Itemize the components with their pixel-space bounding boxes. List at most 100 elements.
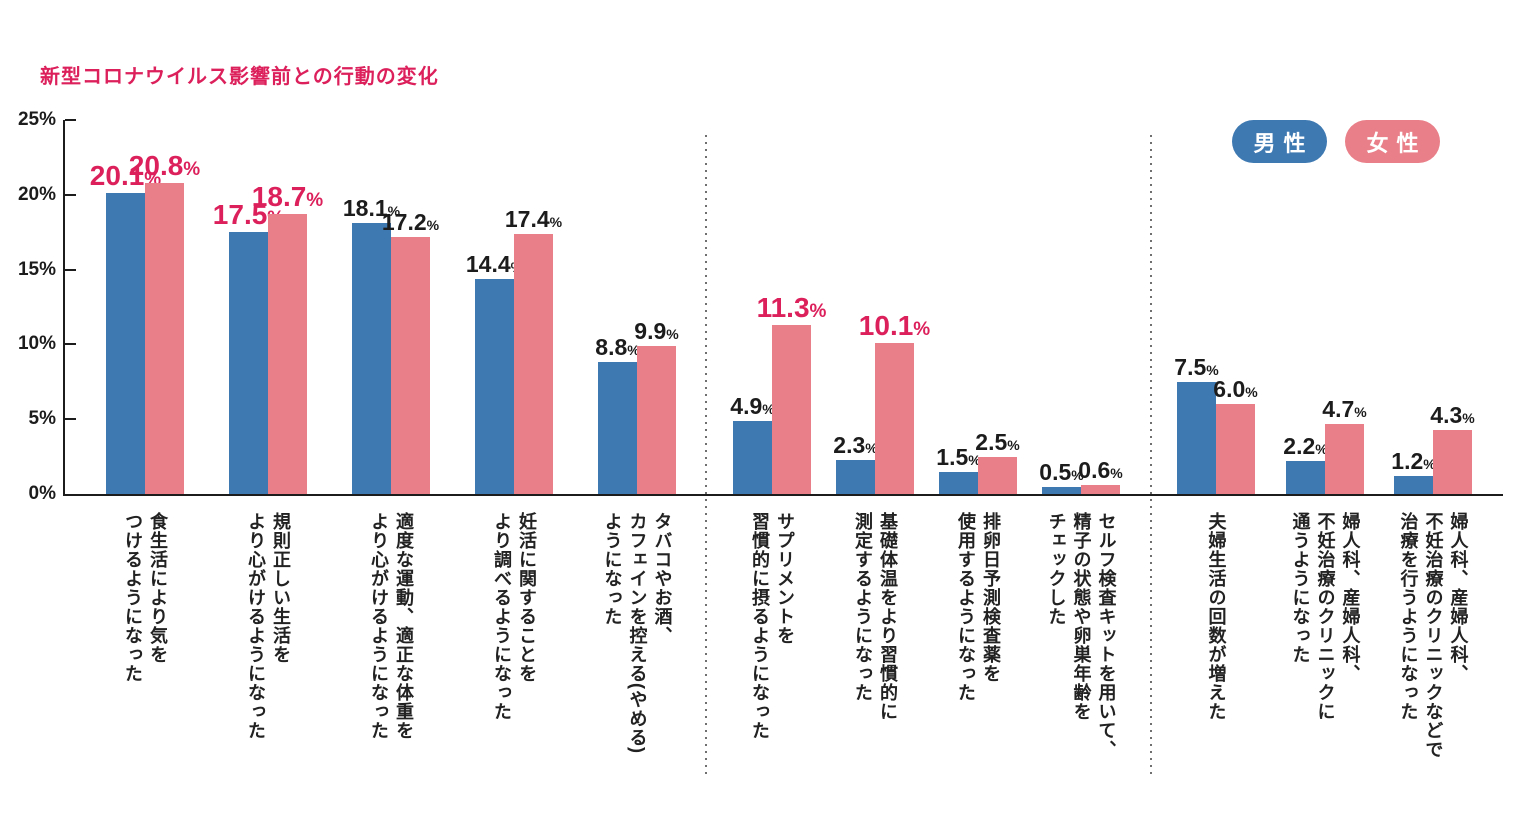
y-tick-label: 0%: [28, 483, 56, 504]
value-number: 14.4: [465, 250, 511, 277]
group-separator: [705, 135, 707, 775]
value-number: 0.6: [1078, 457, 1111, 484]
value-percent-sign: %: [968, 451, 981, 468]
value-label-female: 17.2%: [331, 208, 491, 235]
value-percent-sign: %: [762, 400, 775, 417]
value-number: 0.5: [1039, 458, 1072, 485]
value-number: 9.9: [634, 317, 667, 344]
value-number: 4.3: [1430, 401, 1463, 428]
value-percent-sign: %: [426, 216, 440, 233]
category-label: タバコやお酒、 カフェインを控える(やめる) ようになった: [602, 512, 673, 754]
value-percent-sign: %: [913, 318, 931, 340]
value-number: 4.9: [730, 392, 763, 419]
value-label-male: 2.3%: [776, 431, 936, 458]
value-label-male: 4.9%: [673, 392, 833, 419]
value-percent-sign: %: [1354, 403, 1367, 420]
y-tick-label: 15%: [17, 258, 56, 280]
value-number: 18.1: [342, 195, 388, 222]
value-label-male: 0.5%: [982, 458, 1142, 485]
value-number: 18.7: [251, 181, 307, 213]
value-percent-sign: %: [666, 325, 679, 342]
y-tick-mark: [65, 343, 76, 346]
y-tick-label: 20%: [17, 183, 56, 205]
bar-male: [598, 362, 637, 494]
bar-male: [1286, 461, 1325, 494]
legend-female-label: 女性: [1366, 130, 1427, 156]
value-percent-sign: %: [1423, 456, 1436, 473]
bar-male: [1177, 381, 1216, 494]
value-label-male: 1.5%: [879, 443, 1039, 470]
category-label: 婦人科、産婦人科、 不妊治療のクリニックなどで 治療を行うようになった: [1398, 512, 1469, 759]
value-label-male: 7.5%: [1117, 355, 1277, 379]
category-label: 排卵日予測検査薬を 使用するようになった: [956, 512, 1001, 702]
chart-title: 新型コロナウイルス影響前との行動の変化: [40, 66, 439, 88]
value-percent-sign: %: [1462, 409, 1475, 426]
y-tick-label: 5%: [28, 408, 56, 430]
value-number: 11.3: [756, 291, 810, 323]
value-percent-sign: %: [1110, 465, 1123, 482]
value-number: 20.1: [89, 160, 145, 192]
y-tick-label: 25%: [17, 109, 56, 130]
bar-female: [268, 214, 307, 494]
y-tick-mark: [65, 193, 76, 196]
value-percent-sign: %: [627, 342, 640, 359]
bar-female: [1081, 485, 1120, 494]
value-label-female: 6.0%: [1156, 378, 1316, 401]
bar-male: [106, 193, 145, 494]
value-percent-sign: %: [387, 203, 401, 220]
legend-female-badge: 女性: [1345, 120, 1440, 163]
value-number: 1.2: [1391, 448, 1424, 475]
bar-female: [1216, 404, 1255, 494]
value-label-female: 9.9%: [577, 317, 737, 344]
value-label-female: 17.4%: [454, 207, 614, 231]
category-label: セルフ検査キットを用いて、 精子の状態や卵巣年齢を チェックした: [1046, 512, 1117, 759]
value-label-female: 4.7%: [1265, 395, 1425, 422]
value-number: 4.7: [1322, 395, 1355, 422]
category-label: 食生活により気を つけるようになった: [123, 512, 168, 683]
bar-female: [637, 345, 676, 494]
bar-male: [1394, 476, 1433, 494]
value-number: 17.2: [381, 208, 427, 235]
value-percent-sign: %: [1007, 436, 1020, 453]
value-number: 2.3: [833, 431, 866, 458]
value-percent-sign: %: [809, 300, 827, 322]
value-label-male: 8.8%: [538, 336, 698, 359]
value-number: 8.8: [595, 334, 628, 361]
bar-male: [475, 278, 514, 494]
x-axis-baseline: [63, 494, 1503, 496]
value-label-male: 1.2%: [1334, 450, 1494, 473]
bar-male: [939, 471, 978, 494]
value-label-female: 0.6%: [1021, 459, 1181, 482]
value-percent-sign: %: [865, 439, 878, 456]
category-label: 規則正しい生活を より心がけるようになった: [246, 512, 291, 740]
category-label: 適度な運動、適正な体重を より心がけるようになった: [369, 512, 414, 740]
value-number: 10.1: [858, 309, 914, 341]
bar-female: [1433, 429, 1472, 494]
value-label-female: 11.3%: [712, 291, 872, 323]
group-separator: [1150, 135, 1152, 775]
legend-male-badge: 男性: [1232, 120, 1327, 163]
value-percent-sign: %: [1315, 441, 1328, 458]
bar-female: [772, 324, 811, 494]
bar-female: [978, 456, 1017, 494]
value-percent-sign: %: [1071, 466, 1084, 483]
value-label-female: 18.7%: [208, 183, 368, 211]
y-tick-mark: [65, 268, 76, 271]
y-tick-label: 10%: [17, 333, 56, 355]
value-label-female: 20.8%: [85, 151, 245, 180]
value-percent-sign: %: [1206, 361, 1219, 378]
category-label: 妊活に関することを より調べるようになった: [492, 512, 537, 721]
category-label: 夫婦生活の回数が増えた: [1206, 512, 1227, 721]
value-label-female: 10.1%: [815, 309, 975, 341]
bar-female: [391, 236, 430, 494]
value-number: 1.5: [936, 443, 969, 470]
value-percent-sign: %: [306, 190, 324, 212]
bar-female: [145, 182, 184, 494]
value-number: 2.5: [975, 428, 1008, 455]
category-label: 婦人科、産婦人科、 不妊治療のクリニックに 通うようになった: [1290, 512, 1361, 721]
value-label-female: 4.3%: [1373, 401, 1533, 428]
value-number: 17.5: [212, 199, 268, 231]
bar-male: [229, 232, 268, 494]
y-tick-mark: [65, 119, 76, 121]
value-label-male: 18.1%: [292, 197, 452, 220]
